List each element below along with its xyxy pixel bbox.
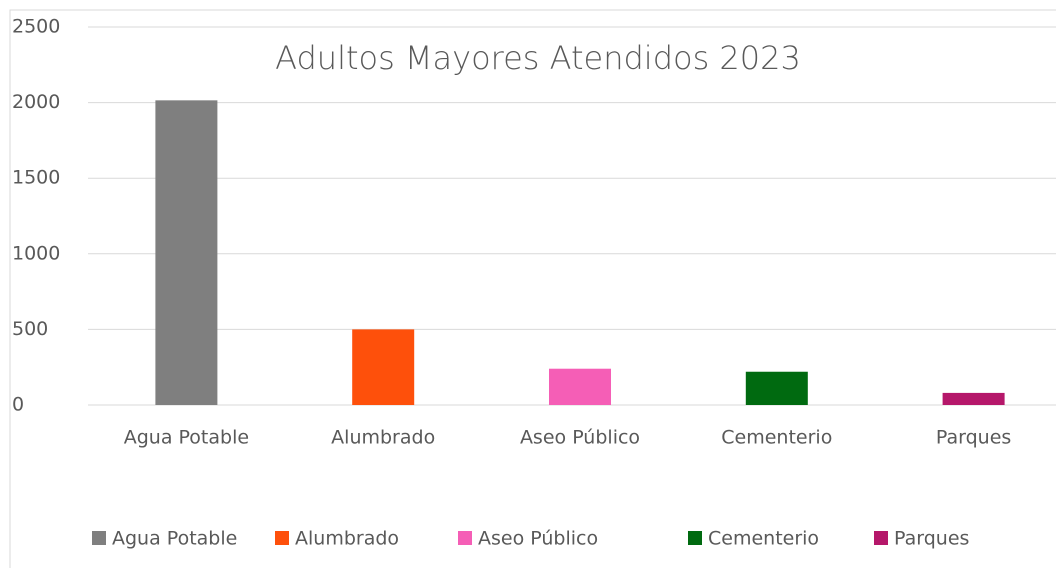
bar bbox=[352, 329, 415, 405]
y-tick-label: 0 bbox=[12, 394, 24, 416]
legend-label: Agua Potable bbox=[112, 528, 237, 550]
x-tick-label: Agua Potable bbox=[124, 427, 249, 449]
y-tick-label: 2000 bbox=[12, 91, 60, 113]
y-tick-label: 2500 bbox=[12, 16, 60, 38]
legend-swatch bbox=[458, 531, 472, 545]
legend-label: Alumbrado bbox=[295, 528, 399, 550]
x-tick-label: Parques bbox=[936, 427, 1011, 449]
bar bbox=[942, 392, 1005, 405]
y-tick-label: 1000 bbox=[12, 242, 60, 264]
legend-swatch bbox=[92, 531, 106, 545]
legend-swatch bbox=[688, 531, 702, 545]
bar bbox=[155, 100, 218, 405]
x-tick-label: Alumbrado bbox=[331, 427, 435, 449]
legend-label: Aseo Público bbox=[478, 528, 598, 550]
legend-swatch bbox=[874, 531, 888, 545]
x-tick-label: Cementerio bbox=[721, 427, 832, 449]
legend-label: Cementerio bbox=[708, 528, 819, 550]
bar bbox=[745, 371, 808, 405]
bar bbox=[549, 368, 611, 405]
chart-title: Adultos Mayores Atendidos 2023 bbox=[275, 39, 801, 77]
y-tick-label: 1500 bbox=[12, 167, 60, 189]
legend-label: Parques bbox=[894, 528, 969, 550]
chart-frame bbox=[9, 9, 1056, 568]
x-tick-label: Aseo Público bbox=[520, 427, 640, 449]
y-tick-label: 500 bbox=[12, 318, 48, 340]
legend-swatch bbox=[275, 531, 289, 545]
